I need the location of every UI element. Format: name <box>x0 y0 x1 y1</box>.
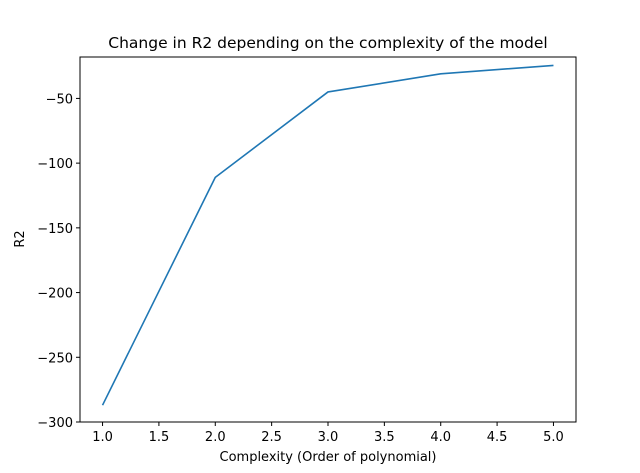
x-tick-label: 4.5 <box>487 430 508 445</box>
x-axis: 1.0 1.5 2.0 2.5 3.0 3.5 4.0 4.5 5.0 <box>92 422 564 445</box>
x-tick-label: 2.0 <box>205 430 226 445</box>
y-axis: −300 −250 −200 −150 −100 −50 <box>37 92 80 431</box>
y-tick-label: −300 <box>37 416 73 431</box>
y-tick-label: −150 <box>37 222 73 237</box>
y-tick-label: −100 <box>37 157 73 172</box>
x-tick-label: 3.5 <box>374 430 395 445</box>
x-tick-label: 3.0 <box>318 430 339 445</box>
x-tick-label: 5.0 <box>543 430 564 445</box>
x-tick-label: 1.0 <box>92 430 113 445</box>
series-line <box>101 64 554 406</box>
y-tick-label: −250 <box>37 351 73 366</box>
plot-frame <box>79 56 577 423</box>
y-axis-label: R2 <box>13 230 28 247</box>
y-tick-label: −50 <box>46 92 73 107</box>
x-tick-label: 4.0 <box>430 430 451 445</box>
x-tick-label: 2.5 <box>261 430 282 445</box>
y-tick-label: −200 <box>37 287 73 302</box>
x-tick-label: 1.5 <box>149 430 170 445</box>
x-axis-label: Complexity (Order of polynomial) <box>220 450 437 465</box>
chart-title: Change in R2 depending on the complexity… <box>108 34 547 52</box>
plot-area <box>101 64 554 406</box>
